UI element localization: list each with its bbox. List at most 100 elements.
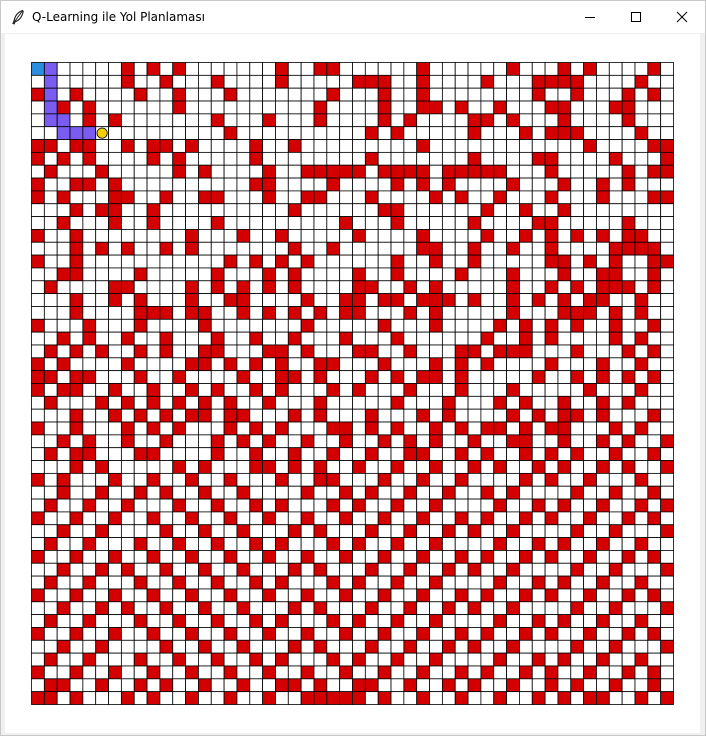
obstacle-cell bbox=[69, 254, 84, 269]
grid-cell bbox=[454, 434, 469, 449]
grid-cell bbox=[313, 331, 328, 346]
maximize-button[interactable] bbox=[613, 1, 659, 33]
obstacle-cell bbox=[352, 344, 366, 359]
grid-cell bbox=[236, 421, 251, 436]
obstacle-cell bbox=[621, 460, 636, 474]
grid-cell bbox=[31, 678, 45, 693]
obstacle-cell bbox=[43, 678, 58, 693]
grid-cell bbox=[506, 588, 520, 603]
grid-cell bbox=[159, 177, 174, 192]
grid-cell bbox=[326, 434, 341, 449]
grid-cell bbox=[467, 383, 482, 397]
grid-cell bbox=[210, 357, 225, 372]
grid-cell bbox=[352, 203, 366, 217]
grid-cell bbox=[300, 472, 315, 487]
grid-cell bbox=[441, 318, 456, 333]
obstacle-cell bbox=[120, 562, 135, 577]
obstacle-cell bbox=[133, 678, 148, 693]
grid-cell bbox=[660, 126, 674, 140]
obstacle-cell bbox=[133, 408, 148, 423]
grid-cell bbox=[236, 537, 251, 551]
obstacle-cell bbox=[416, 100, 430, 115]
grid-cell bbox=[249, 190, 264, 205]
grid-cell bbox=[531, 524, 546, 538]
grid-cell bbox=[403, 421, 418, 436]
grid-cell bbox=[223, 280, 238, 295]
obstacle-cell bbox=[390, 460, 405, 474]
grid-cell bbox=[120, 306, 135, 320]
obstacle-cell bbox=[493, 190, 507, 205]
obstacle-cell bbox=[390, 254, 405, 269]
grid-cell bbox=[56, 460, 71, 474]
grid-cell bbox=[69, 280, 84, 295]
grid-cell bbox=[31, 241, 45, 256]
obstacle-cell bbox=[390, 331, 405, 346]
title-bar[interactable]: Q-Learning ile Yol Planlaması bbox=[1, 1, 705, 33]
obstacle-cell bbox=[506, 62, 520, 76]
grid-cell bbox=[441, 62, 456, 76]
grid-cell bbox=[364, 293, 379, 307]
grid-cell bbox=[634, 460, 649, 474]
grid-cell bbox=[31, 216, 45, 230]
grid-cell bbox=[133, 331, 148, 346]
grid-cell bbox=[352, 254, 366, 269]
grid-cell bbox=[159, 472, 174, 487]
grid-cell bbox=[352, 62, 366, 76]
obstacle-cell bbox=[429, 241, 443, 256]
obstacle-cell bbox=[441, 408, 456, 423]
obstacle-cell bbox=[275, 229, 289, 243]
grid-cell bbox=[647, 601, 662, 616]
obstacle-cell bbox=[519, 665, 533, 680]
grid-cell bbox=[275, 216, 289, 230]
grid-cell bbox=[493, 447, 507, 461]
grid-cell bbox=[352, 177, 366, 192]
grid-cell bbox=[236, 614, 251, 628]
grid-cell bbox=[43, 254, 58, 269]
grid-cell bbox=[634, 408, 649, 423]
obstacle-cell bbox=[326, 177, 341, 192]
grid-cell bbox=[531, 306, 546, 320]
grid-cell bbox=[275, 113, 289, 128]
grid-cell bbox=[557, 601, 572, 616]
obstacle-cell bbox=[390, 293, 405, 307]
grid-cell bbox=[172, 562, 186, 577]
grid-cell bbox=[493, 254, 507, 269]
grid-cell bbox=[377, 485, 392, 500]
grid-cell bbox=[583, 498, 597, 513]
grid-cell bbox=[416, 203, 430, 217]
grid-cell bbox=[287, 151, 302, 166]
obstacle-cell bbox=[146, 550, 161, 564]
obstacle-cell bbox=[544, 357, 559, 372]
grid-cell bbox=[43, 306, 58, 320]
grid-cell bbox=[108, 306, 122, 320]
obstacle-cell bbox=[583, 293, 597, 307]
grid-map[interactable] bbox=[31, 62, 674, 705]
grid-cell bbox=[531, 678, 546, 693]
grid-cell bbox=[43, 408, 58, 423]
grid-cell bbox=[223, 100, 238, 115]
grid-cell bbox=[352, 216, 366, 230]
obstacle-cell bbox=[108, 472, 122, 487]
grid-cell bbox=[95, 498, 109, 513]
obstacle-cell bbox=[647, 62, 662, 76]
grid-cell bbox=[441, 370, 456, 384]
grid-cell bbox=[262, 652, 276, 667]
grid-cell bbox=[185, 524, 199, 538]
obstacle-cell bbox=[185, 511, 199, 526]
obstacle-cell bbox=[660, 691, 674, 705]
grid-cell bbox=[544, 575, 559, 590]
grid-cell bbox=[223, 113, 238, 128]
grid-cell bbox=[185, 267, 199, 282]
grid-cell bbox=[377, 562, 392, 577]
close-button[interactable] bbox=[659, 1, 705, 33]
obstacle-cell bbox=[31, 550, 45, 564]
grid-cell bbox=[236, 550, 251, 564]
minimize-button[interactable] bbox=[567, 1, 613, 33]
grid-cell bbox=[364, 267, 379, 282]
grid-cell bbox=[43, 216, 58, 230]
grid-cell bbox=[159, 537, 174, 551]
grid-cell bbox=[621, 254, 636, 269]
grid-cell bbox=[441, 434, 456, 449]
obstacle-cell bbox=[352, 537, 366, 551]
grid-cell bbox=[31, 164, 45, 179]
